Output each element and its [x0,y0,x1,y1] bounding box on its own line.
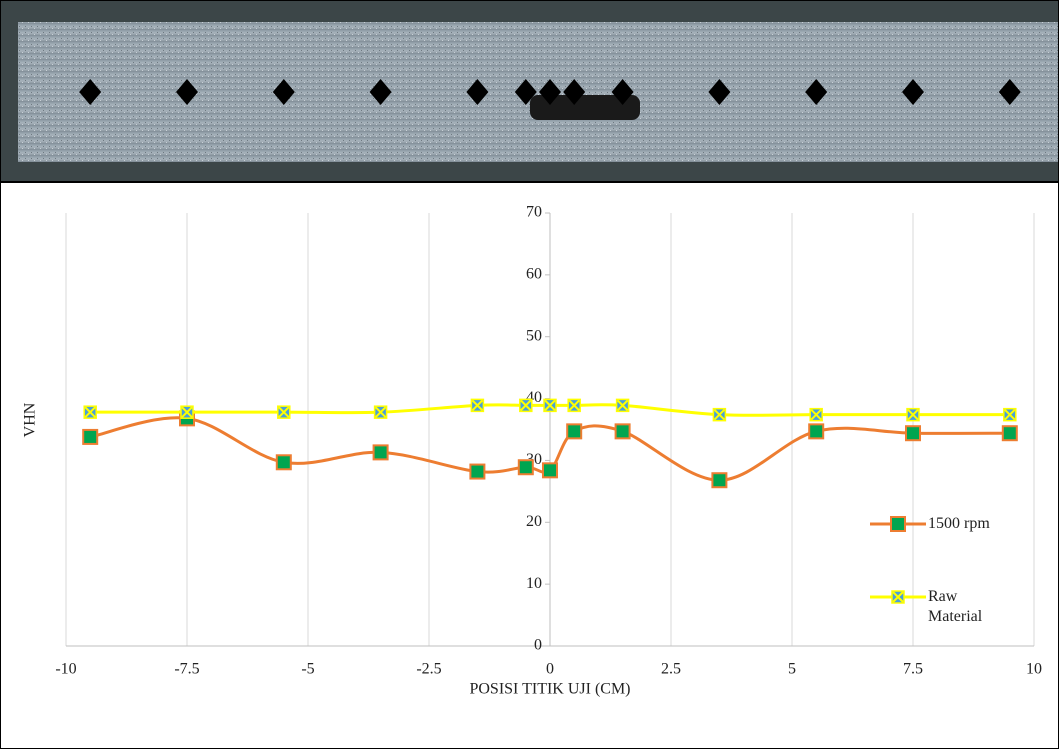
page: VHN POSISI TITIK UJI (CM) -10 -7.5 -5 -2.5 0… [0,0,1059,749]
point-marker [891,517,905,531]
point-marker [906,426,920,440]
y-tick-label: 10 [526,575,542,592]
x-tick-label: -7.5 [174,661,199,678]
point-marker [567,424,581,438]
y-tick-label: 60 [526,266,542,283]
point-marker [374,445,388,459]
x-tick-label: 0 [546,661,554,678]
point-marker [83,430,97,444]
x-tick-label: -10 [55,661,76,678]
point-marker [277,455,291,469]
legend-label: Raw Material [928,587,998,627]
x-axis-label: POSISI TITIK UJI (CM) [469,681,630,698]
y-axis-label: VHN [22,402,39,437]
x-tick-label: 5 [788,661,796,678]
x-tick-label: -2.5 [416,661,441,678]
x-tick-label: -5 [301,661,314,678]
y-tick-label: 50 [526,327,542,344]
point-marker [519,460,533,474]
chart: VHN POSISI TITIK UJI (CM) -10 -7.5 -5 -2.5 0… [0,0,1059,749]
x-tick-label: 10 [1026,661,1042,678]
legend-label: 1500 rpm [928,514,1028,534]
point-marker [809,424,823,438]
y-tick-label: 0 [534,637,542,654]
point-marker [543,463,557,477]
point-marker [1003,426,1017,440]
point-marker [616,424,630,438]
point-marker [712,473,726,487]
y-tick-label: 20 [526,513,542,530]
x-tick-label: 2.5 [661,661,681,678]
y-tick-label: 70 [526,204,542,221]
x-tick-label: 7.5 [903,661,923,678]
point-marker [470,465,484,479]
